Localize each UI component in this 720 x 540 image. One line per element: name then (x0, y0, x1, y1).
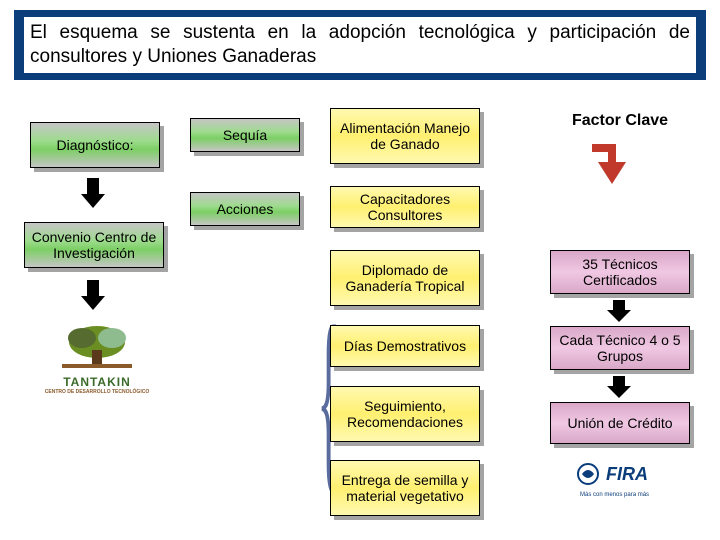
box-diplomado: Diplomado de Ganadería Tropical (330, 250, 480, 306)
title-text: El esquema se sustenta en la adopción te… (24, 17, 696, 73)
label-union: Unión de Crédito (567, 415, 672, 431)
box-union: Unión de Crédito (550, 402, 690, 444)
label-convenio: Convenio Centro de Investigación (29, 229, 159, 261)
label-diplomado: Diplomado de Ganadería Tropical (335, 262, 475, 294)
tantakin-text: TANTAKIN (42, 375, 152, 389)
label-acciones: Acciones (217, 201, 274, 217)
svg-text:FIRA: FIRA (606, 464, 648, 484)
box-cadatecnico: Cada Técnico 4 o 5 Grupos (550, 326, 690, 370)
tantakin-sub: CENTRO DE DESARROLLO TECNOLÓGICO (42, 389, 152, 395)
box-diagnostico: Diagnóstico: (30, 122, 160, 168)
box-acciones: Acciones (190, 192, 300, 226)
fira-logo: FIRA Más con menos para más (560, 460, 710, 505)
label-tecnicos: 35 Técnicos Certificados (555, 256, 685, 288)
title-bar: El esquema se sustenta en la adopción te… (14, 10, 706, 80)
box-capacitadores: Capacitadores Consultores (330, 186, 480, 228)
label-diagnostico: Diagnóstico: (56, 137, 133, 153)
red-arrow-icon (588, 140, 640, 188)
box-tecnicos: 35 Técnicos Certificados (550, 250, 690, 294)
label-alimentacion: Alimentación Manejo de Ganado (335, 120, 475, 152)
fira-icon: FIRA Más con menos para más (570, 460, 710, 500)
label-capacitadores: Capacitadores Consultores (335, 191, 475, 223)
label-sequia: Sequía (223, 127, 267, 143)
label-entrega: Entrega de semilla y material vegetativo (335, 472, 475, 504)
label-factor: Factor Clave (550, 112, 690, 130)
label-seguimiento: Seguimiento, Recomendaciones (335, 398, 475, 430)
box-convenio: Convenio Centro de Investigación (24, 222, 164, 268)
tree-icon (42, 320, 152, 370)
svg-text:Más con menos para más: Más con menos para más (580, 492, 649, 498)
box-entrega: Entrega de semilla y material vegetativo (330, 460, 480, 516)
box-dias: Días Demostrativos (330, 325, 480, 367)
label-dias: Días Demostrativos (344, 338, 466, 354)
slide: El esquema se sustenta en la adopción te… (0, 0, 720, 540)
box-seguimiento: Seguimiento, Recomendaciones (330, 386, 480, 442)
label-cadatecnico: Cada Técnico 4 o 5 Grupos (555, 332, 685, 364)
box-alimentacion: Alimentación Manejo de Ganado (330, 108, 480, 164)
tantakin-logo: TANTAKIN CENTRO DE DESARROLLO TECNOLÓGIC… (42, 320, 152, 395)
box-sequia: Sequía (190, 118, 300, 152)
